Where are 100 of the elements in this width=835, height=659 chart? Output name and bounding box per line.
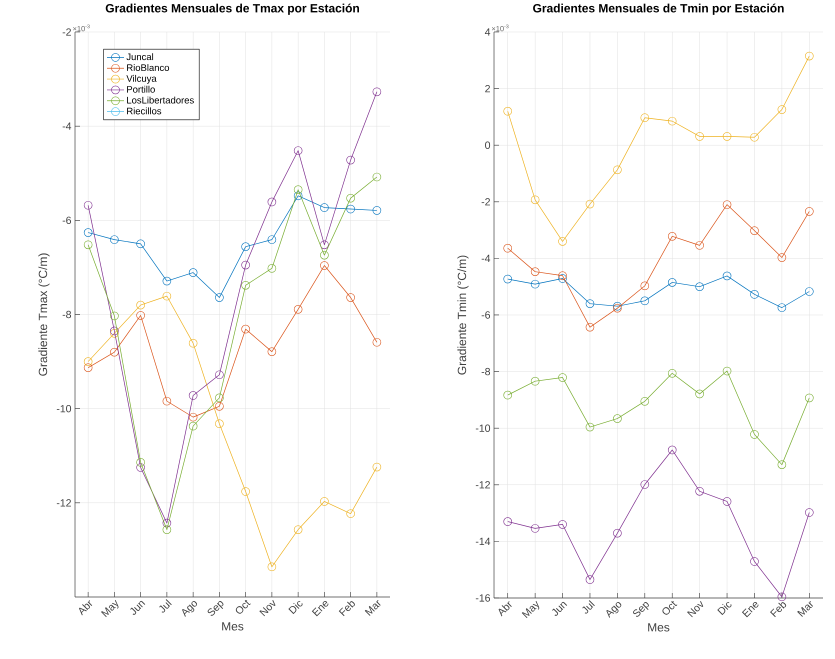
x-tick-label: Ene bbox=[312, 601, 328, 616]
point bbox=[586, 322, 594, 332]
point bbox=[750, 226, 759, 235]
x-tick-label: Ene bbox=[742, 602, 758, 618]
point bbox=[586, 299, 594, 308]
y-tick-label: -16 bbox=[476, 594, 490, 602]
point bbox=[503, 244, 512, 252]
point bbox=[162, 276, 172, 286]
point bbox=[805, 207, 814, 216]
point bbox=[586, 422, 594, 432]
point bbox=[613, 414, 622, 423]
point bbox=[613, 166, 622, 174]
legend-label: RioBlanco bbox=[127, 64, 170, 72]
chart-title: Gradientes Mensuales de Tmin por Estación bbox=[533, 4, 784, 15]
legend-label: Juncal bbox=[126, 53, 154, 60]
x-tick-label: Dic bbox=[288, 601, 303, 614]
x-tick-label: Jun bbox=[552, 602, 568, 616]
point bbox=[586, 575, 594, 584]
point bbox=[162, 292, 172, 300]
point bbox=[241, 242, 250, 251]
point bbox=[503, 390, 512, 400]
point bbox=[320, 203, 329, 212]
point bbox=[586, 200, 594, 208]
y-axis-title: Gradiente Tmax (°C/m) bbox=[38, 253, 50, 376]
point bbox=[136, 240, 145, 248]
point bbox=[110, 312, 119, 320]
point bbox=[346, 293, 355, 302]
x-tick-label: Jul bbox=[582, 600, 595, 614]
point bbox=[722, 272, 732, 280]
x-tick-label: Nov bbox=[259, 600, 276, 616]
point bbox=[722, 132, 732, 141]
point bbox=[215, 370, 224, 380]
point bbox=[84, 357, 92, 366]
point bbox=[695, 390, 704, 398]
x-tick-label: Ago bbox=[606, 602, 622, 618]
point bbox=[268, 347, 276, 356]
point bbox=[241, 260, 250, 270]
point bbox=[695, 132, 704, 141]
point bbox=[558, 271, 567, 280]
point bbox=[695, 486, 704, 496]
point bbox=[346, 204, 355, 214]
point bbox=[372, 338, 382, 347]
x-tick-label: Jun bbox=[130, 600, 146, 615]
point bbox=[668, 232, 677, 241]
x-tick-label: Oct bbox=[662, 600, 678, 615]
point bbox=[162, 525, 172, 534]
point bbox=[320, 261, 329, 270]
x-tick-label: Feb bbox=[338, 601, 355, 616]
point bbox=[695, 282, 704, 291]
point bbox=[750, 430, 759, 439]
point bbox=[215, 293, 224, 302]
y-tick-label: -6 bbox=[482, 311, 490, 319]
y-axis-title: Gradiente Tmin (°C/m) bbox=[457, 256, 469, 375]
point bbox=[640, 296, 650, 306]
point bbox=[558, 274, 567, 283]
x-axis-title: Mes bbox=[648, 623, 670, 632]
point bbox=[558, 237, 567, 246]
x-tick-label: Jul bbox=[159, 599, 172, 613]
point bbox=[84, 228, 92, 237]
x-tick-label: Abr bbox=[79, 600, 92, 616]
point bbox=[162, 396, 172, 406]
point bbox=[294, 146, 302, 155]
point bbox=[530, 376, 540, 386]
legend-label: Portillo bbox=[127, 86, 155, 93]
point bbox=[294, 525, 302, 534]
point bbox=[372, 206, 382, 215]
y-tick-label: -6 bbox=[62, 216, 72, 224]
point bbox=[722, 497, 732, 506]
y-tick-label: 2 bbox=[485, 84, 490, 92]
point bbox=[110, 326, 119, 336]
point bbox=[136, 463, 145, 472]
point bbox=[268, 562, 276, 572]
legend-label: LosLibertadores bbox=[127, 96, 194, 104]
point bbox=[136, 300, 145, 310]
point bbox=[805, 52, 814, 60]
y-tick-label: -2 bbox=[62, 28, 71, 36]
point bbox=[294, 305, 302, 314]
point bbox=[530, 524, 540, 533]
y-tick-label: -8 bbox=[62, 310, 72, 318]
point bbox=[215, 402, 224, 411]
legend-label: Riecillos bbox=[127, 107, 162, 114]
point bbox=[750, 132, 759, 142]
point bbox=[188, 391, 198, 400]
point bbox=[294, 185, 302, 194]
legend-label: Vilcuya bbox=[126, 74, 157, 84]
y-tick-label: -14 bbox=[476, 538, 490, 545]
point bbox=[84, 240, 92, 250]
point bbox=[530, 196, 540, 204]
point bbox=[778, 303, 786, 312]
point bbox=[613, 528, 622, 538]
point bbox=[778, 460, 786, 469]
point bbox=[320, 497, 329, 506]
point bbox=[372, 172, 382, 182]
point bbox=[640, 282, 650, 290]
point bbox=[188, 268, 198, 277]
x-tick-label: Sep bbox=[208, 601, 224, 616]
point bbox=[136, 458, 145, 467]
point bbox=[268, 198, 276, 206]
x-tick-label: Nov bbox=[687, 600, 704, 618]
point bbox=[722, 200, 732, 209]
